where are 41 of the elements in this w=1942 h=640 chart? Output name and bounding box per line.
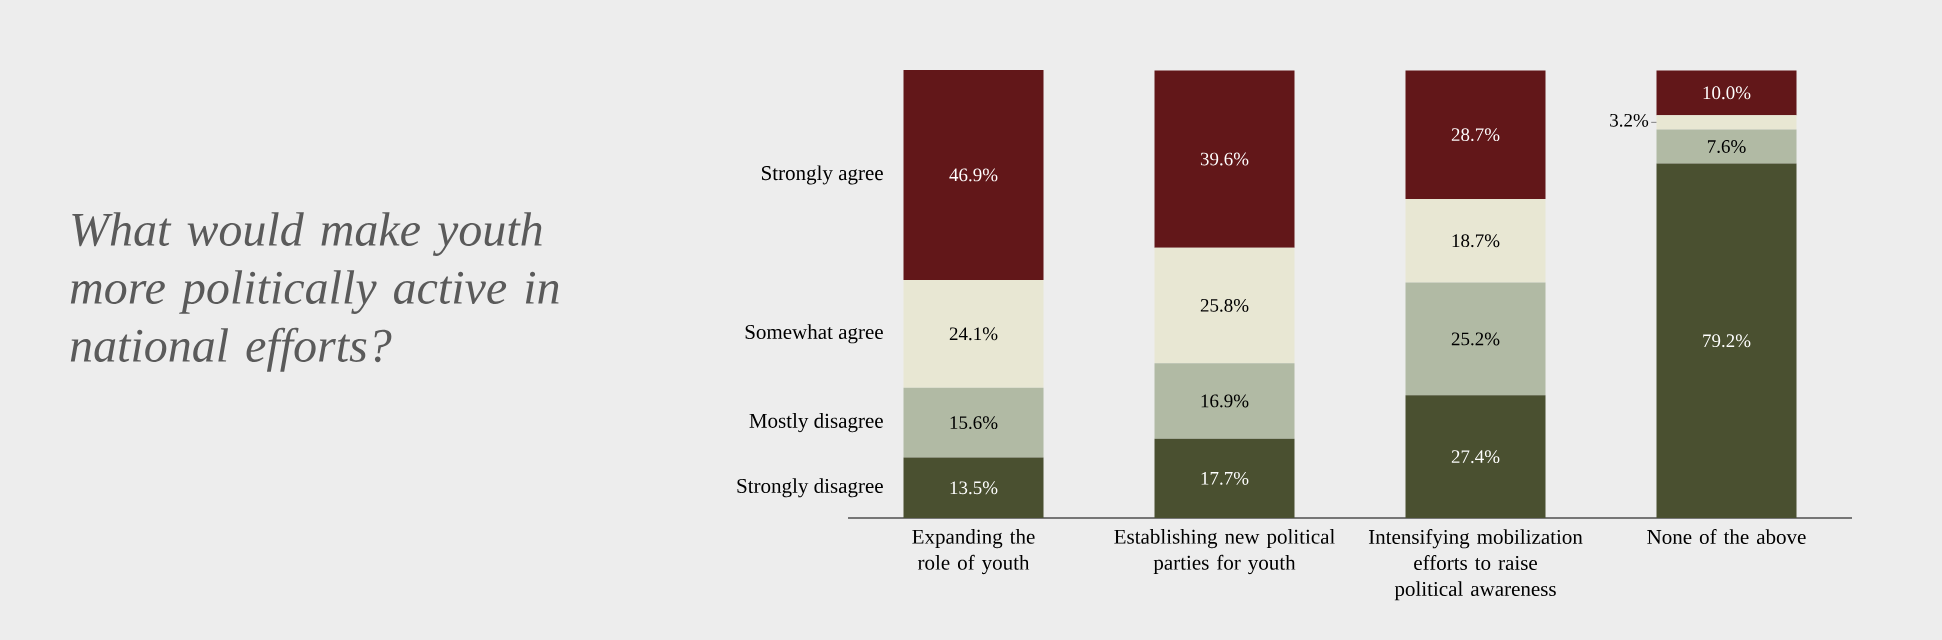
bar bbox=[1154, 363, 1295, 439]
bar bbox=[1405, 70, 1546, 199]
data-label: 17.7% bbox=[1201, 471, 1249, 485]
bar bbox=[903, 457, 1044, 518]
x-tick-label: Establishing new political parties for youth bbox=[1114, 529, 1335, 575]
bar bbox=[903, 279, 1044, 388]
bar bbox=[1405, 198, 1546, 283]
bar bbox=[1405, 282, 1546, 396]
data-label: 79.2% bbox=[1703, 334, 1751, 348]
data-label: 46.9% bbox=[949, 168, 998, 182]
series-label: Mostly disagree bbox=[749, 413, 883, 433]
bar bbox=[1656, 163, 1797, 518]
data-label: 3.2% bbox=[1610, 113, 1649, 127]
data-label: 10.0% bbox=[1703, 86, 1751, 100]
bar bbox=[1656, 70, 1797, 116]
x-tick-label: None of the above bbox=[1647, 529, 1806, 545]
series-label: Strongly disagree bbox=[737, 478, 883, 498]
bar bbox=[1656, 115, 1797, 130]
data-label: 18.7% bbox=[1452, 234, 1500, 248]
text: What would make youth more politically active in national efforts? bbox=[70, 212, 559, 372]
x-tick-label: Intensifying mobilization efforts to raise political awareness bbox=[1368, 529, 1583, 601]
bar bbox=[1154, 438, 1295, 518]
bar bbox=[903, 387, 1044, 458]
bar bbox=[1656, 129, 1797, 164]
bar bbox=[1154, 70, 1295, 248]
data-label: 39.6% bbox=[1200, 152, 1249, 166]
x-tick-label: Expanding the role of youth bbox=[912, 529, 1035, 575]
bar bbox=[1405, 395, 1546, 518]
data-label: 7.6% bbox=[1707, 140, 1746, 153]
data-label: 25.2% bbox=[1451, 332, 1500, 346]
bar bbox=[1154, 247, 1295, 364]
series-label: Strongly agree bbox=[761, 165, 883, 185]
data-label: 27.4% bbox=[1451, 450, 1500, 464]
bar bbox=[903, 69, 1044, 280]
data-label: 16.9% bbox=[1201, 394, 1249, 408]
data-label: 13.5% bbox=[950, 481, 998, 495]
data-label: 25.8% bbox=[1200, 298, 1249, 312]
data-label: 15.6% bbox=[950, 416, 998, 430]
series-label: Somewhat agree bbox=[745, 324, 883, 344]
data-label: 24.1% bbox=[949, 327, 998, 341]
data-label: 28.7% bbox=[1451, 128, 1500, 142]
